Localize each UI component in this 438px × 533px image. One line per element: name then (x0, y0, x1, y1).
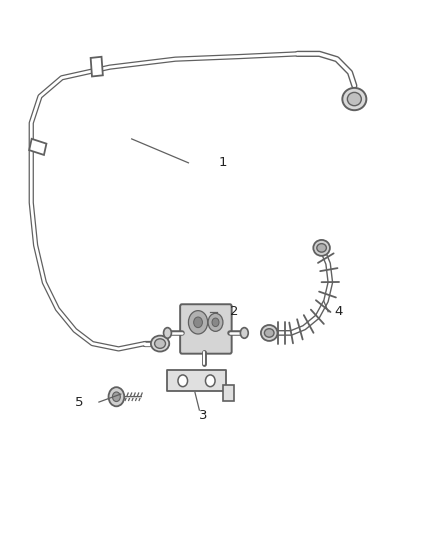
Text: 4: 4 (335, 305, 343, 318)
Text: 1: 1 (219, 156, 227, 169)
Ellipse shape (265, 329, 274, 337)
Circle shape (178, 375, 187, 386)
Ellipse shape (347, 92, 361, 106)
FancyBboxPatch shape (180, 304, 232, 354)
Bar (29, 139, 46, 155)
Circle shape (205, 375, 215, 386)
Ellipse shape (343, 88, 366, 110)
Circle shape (188, 311, 208, 334)
Text: 3: 3 (199, 409, 208, 422)
Ellipse shape (155, 339, 166, 349)
Bar (166, 370, 226, 391)
Ellipse shape (313, 240, 330, 256)
Ellipse shape (261, 325, 278, 341)
Circle shape (109, 387, 124, 406)
Ellipse shape (317, 244, 326, 252)
Bar (223, 385, 234, 401)
Circle shape (194, 317, 202, 328)
Circle shape (208, 313, 223, 332)
Ellipse shape (240, 328, 248, 338)
Ellipse shape (163, 328, 171, 338)
Text: 5: 5 (75, 395, 83, 409)
Ellipse shape (151, 336, 169, 352)
Circle shape (113, 392, 120, 401)
Bar (91, 57, 103, 76)
Circle shape (212, 318, 219, 327)
Text: 2: 2 (230, 305, 238, 318)
